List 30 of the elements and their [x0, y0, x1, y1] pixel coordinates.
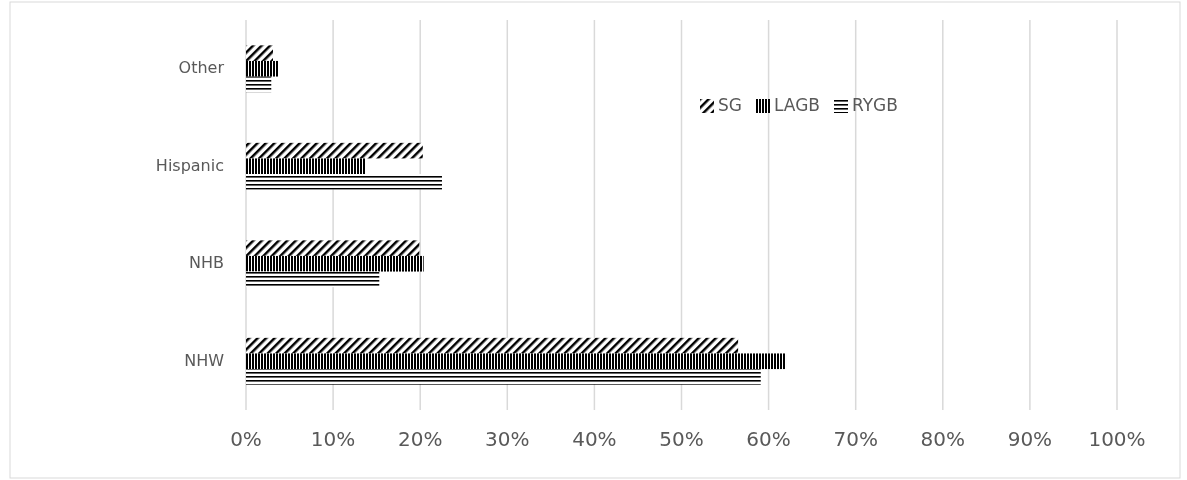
bar [246, 142, 423, 159]
bar [246, 271, 380, 288]
bar [246, 174, 442, 190]
x-tick-label: 70% [833, 427, 878, 451]
x-tick-label: 60% [746, 427, 791, 451]
y-tick-label: NHB [189, 253, 224, 273]
x-tick-label: 100% [1088, 427, 1146, 451]
legend-label: SG [718, 95, 742, 115]
legend-label: LAGB [774, 95, 821, 115]
x-tick-label: 20% [397, 427, 443, 451]
x-tick-label: 90% [1007, 427, 1053, 451]
bar [246, 353, 787, 370]
bar [246, 369, 761, 385]
x-tick-label: 50% [659, 427, 704, 451]
bar [246, 255, 424, 272]
bar [246, 158, 366, 175]
x-tick-label: 30% [485, 427, 530, 451]
bar [246, 60, 279, 77]
y-tick-label: Hispanic [155, 155, 224, 175]
bar [246, 240, 420, 256]
x-tick-label: 0% [230, 427, 262, 451]
bar [246, 337, 739, 354]
y-tick-label: NHW [184, 350, 225, 370]
bar [246, 45, 273, 61]
x-tick-label: 10% [310, 427, 356, 451]
x-tick-label: 40% [572, 427, 617, 451]
legend-label: RYGB [852, 95, 898, 115]
y-tick-label: Other [178, 58, 225, 78]
bar [246, 76, 272, 93]
x-tick-label: 80% [920, 427, 966, 451]
